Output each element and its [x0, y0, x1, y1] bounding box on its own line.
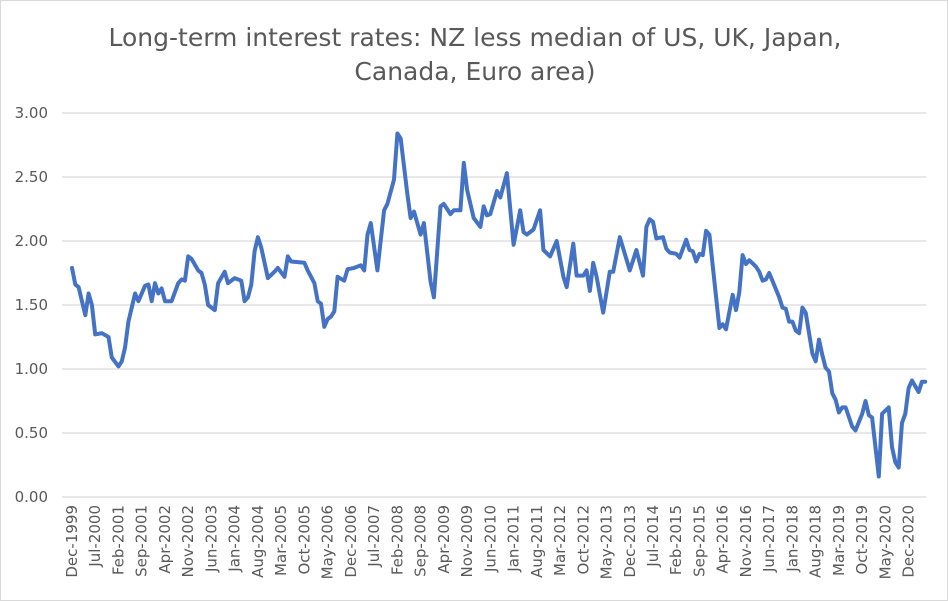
x-tick-label: Jun-2017	[760, 505, 778, 573]
x-tick-label: Jun-2003	[202, 505, 220, 573]
x-tick-label: Jul-2014	[644, 505, 662, 568]
x-tick-label: Mar-2019	[830, 505, 848, 576]
x-tick-label: Jan-2018	[783, 505, 801, 573]
x-tick-label: Sep-2008	[412, 505, 430, 577]
series-line	[70, 131, 928, 479]
x-tick-label: Jan-2011	[505, 505, 523, 573]
x-tick-label: Aug-2018	[807, 505, 825, 578]
y-tick-label: 1.00	[15, 360, 48, 378]
x-tick-label: Mar-2005	[272, 505, 290, 576]
y-tick-label: 2.00	[15, 232, 48, 250]
x-tick-label: Sep-2001	[133, 505, 151, 577]
x-tick-label: Jul-2000	[86, 505, 104, 568]
x-tick-label: Apr-2002	[156, 505, 174, 574]
y-tick-label: 0.00	[15, 488, 48, 506]
x-tick-label: Nov-2002	[179, 505, 197, 577]
x-tick-label: Oct-2019	[853, 505, 871, 575]
x-tick-label: Apr-2016	[714, 505, 732, 574]
x-tick-label: Oct-2005	[295, 505, 313, 575]
x-tick-label: Feb-2001	[109, 505, 127, 575]
x-tick-label: Mar-2012	[551, 505, 569, 576]
x-tick-label: Aug-2011	[528, 505, 546, 578]
x-tick-label: Aug-2004	[249, 505, 267, 578]
y-tick-label: 0.50	[15, 424, 48, 442]
x-tick-label: Dec-2020	[900, 505, 918, 578]
x-tick-label: Feb-2015	[667, 505, 685, 575]
x-tick-label: Sep-2015	[690, 505, 708, 577]
x-tick-label: Nov-2009	[458, 505, 476, 577]
x-tick-label: Apr-2009	[435, 505, 453, 574]
x-tick-label: May-2013	[598, 505, 616, 579]
x-tick-label: May-2006	[319, 505, 337, 579]
x-tick-label: Jan-2004	[226, 505, 244, 573]
x-tick-label: Dec-2013	[621, 505, 639, 578]
y-tick-label: 1.50	[15, 296, 48, 314]
y-tick-label: 2.50	[15, 168, 48, 186]
x-tick-label: Nov-2016	[737, 505, 755, 577]
x-tick-label: Dec-2006	[342, 505, 360, 578]
x-tick-label: Jun-2010	[481, 505, 499, 573]
chart-title: Long-term interest rates: NZ less median…	[1, 21, 948, 89]
chart-title-line-1: Long-term interest rates: NZ less median…	[108, 23, 842, 52]
x-tick-label: Jul-2007	[365, 505, 383, 568]
x-tick-label: Oct-2012	[574, 505, 592, 575]
chart-title-line-2: Canada, Euro area)	[354, 57, 596, 86]
y-tick-label: 3.00	[15, 104, 48, 122]
x-tick-label: Dec-1999	[63, 505, 81, 578]
x-tick-label: Feb-2008	[388, 505, 406, 575]
x-tick-label: May-2020	[876, 505, 894, 579]
